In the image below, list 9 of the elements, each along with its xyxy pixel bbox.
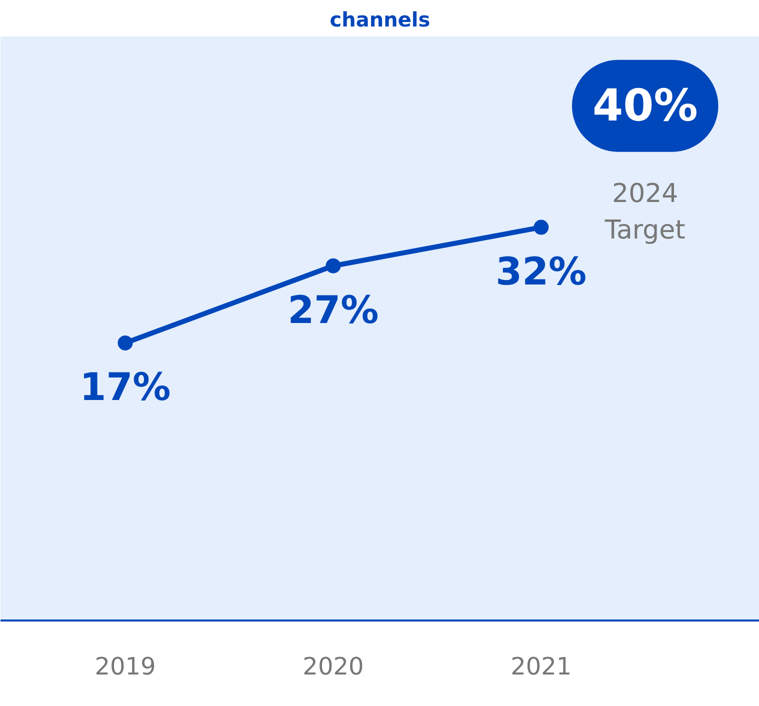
data-label: 27% [288,288,379,332]
data-label: 17% [80,364,171,409]
data-label: 32% [496,249,587,294]
x-tick-label: 2020 [302,652,364,680]
chart-title: channels [330,8,430,32]
annotation: 2024 Target [604,179,686,246]
text: 40% [592,80,698,132]
x-tick-label: 2021 [510,652,572,680]
x-tick-label: 2019 [94,652,156,680]
